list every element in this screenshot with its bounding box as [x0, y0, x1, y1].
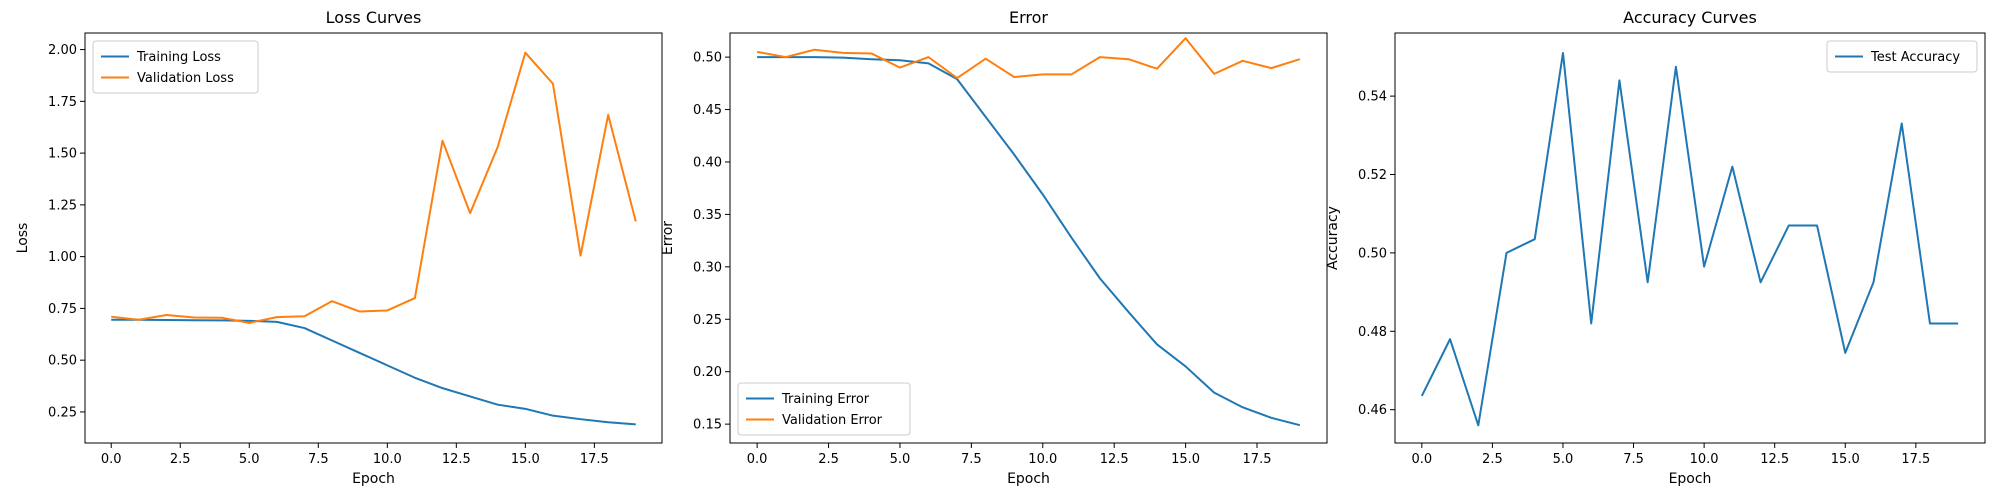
x-tick-label: 15.0	[511, 452, 540, 467]
x-tick-label: 15.0	[1831, 452, 1860, 467]
y-tick-label: 0.52	[1358, 168, 1387, 183]
x-tick-label: 12.5	[442, 452, 471, 467]
x-tick-label: 2.5	[170, 452, 191, 467]
x-axis-label: Epoch	[352, 471, 395, 487]
x-tick-label: 10.0	[1690, 452, 1719, 467]
chart-panel-3: Accuracy Curves 0.0 2.5 5.0 7.5 10.0 12.5 15.0 1…	[1325, 8, 1986, 487]
legend: Test Accuracy	[1826, 40, 1978, 73]
x-tick-label: 2.5	[818, 452, 839, 467]
x-tick-label: 7.5	[1623, 452, 1644, 467]
x-tick-label: 0.0	[101, 452, 122, 467]
legend: Training Error Validation Error	[737, 382, 911, 436]
y-axis-label: Loss	[15, 223, 31, 254]
y-tick-label: 0.20	[693, 365, 722, 380]
chart-panel-2: Error 0.0 2.5 5.0 7.5 10.0 12.5 15.0 17.5 0.15 0.2…	[660, 8, 1328, 487]
y-tick-label: 0.25	[48, 405, 77, 420]
y-tick-label: 0.75	[48, 302, 77, 317]
chart-title: Accuracy Curves	[1623, 8, 1757, 27]
series-line-validation-error	[756, 37, 1301, 80]
legend: Training Loss Validation Loss	[92, 40, 259, 94]
series-line-training-loss	[111, 318, 636, 426]
y-tick-label: 0.48	[1358, 325, 1387, 340]
legend-entry: Training Error	[781, 392, 870, 407]
x-tick-label: 5.0	[1553, 452, 1574, 467]
chart-title: Error	[1009, 8, 1048, 27]
y-axis-label: Accuracy	[1325, 206, 1341, 270]
y-tick-label: 0.50	[48, 354, 77, 369]
x-tick-label: 10.0	[373, 452, 402, 467]
series-line-training-error	[757, 56, 1301, 427]
y-tick-label: 0.40	[693, 155, 722, 170]
x-tick-label: 5.0	[239, 452, 260, 467]
y-tick-label: 0.46	[1358, 403, 1387, 418]
chart-title: Loss Curves	[326, 8, 422, 27]
x-tick-label: 5.0	[890, 452, 911, 467]
legend-entry: Test Accuracy	[1870, 50, 1960, 65]
x-axis-label: Epoch	[1669, 471, 1712, 487]
legend-box	[1826, 40, 1978, 73]
x-tick-label: 12.5	[1100, 452, 1129, 467]
x-tick-label: 10.0	[1028, 452, 1057, 467]
y-tick-label: 0.45	[693, 103, 722, 118]
legend-entry: Validation Error	[782, 413, 883, 428]
x-tick-label: 0.0	[747, 452, 768, 467]
x-tick-label: 12.5	[1760, 452, 1789, 467]
legend-entry: Training Loss	[136, 50, 221, 65]
x-tick-label: 17.5	[1901, 452, 1930, 467]
x-tick-label: 17.5	[580, 452, 609, 467]
plot-frame	[84, 32, 663, 444]
x-axis-label: Epoch	[1007, 471, 1050, 487]
x-tick-label: 0.0	[1411, 452, 1432, 467]
series-line-test-accuracy	[1420, 51, 1959, 427]
legend-box	[737, 382, 911, 436]
x-tick-label: 2.5	[1482, 452, 1503, 467]
y-tick-label: 0.50	[1358, 246, 1387, 261]
y-tick-label: 1.75	[48, 95, 77, 110]
y-tick-label: 0.15	[693, 418, 722, 433]
chart-panel-1: Loss Curves 0.0 2.5 5.0 7.5 10.0 12.5 15.0 17.5 0…	[15, 8, 663, 487]
x-tick-label: 15.0	[1171, 452, 1200, 467]
x-tick-label: 7.5	[961, 452, 982, 467]
y-tick-label: 1.25	[48, 198, 77, 213]
y-axis-label: Error	[660, 221, 676, 255]
y-tick-label: 0.30	[693, 260, 722, 275]
x-tick-label: 7.5	[308, 452, 329, 467]
y-tick-label: 1.00	[48, 250, 77, 265]
y-tick-label: 0.25	[693, 313, 722, 328]
y-tick-label: 0.54	[1358, 90, 1387, 105]
y-tick-label: 0.35	[693, 208, 722, 223]
series-line-validation-loss	[111, 51, 637, 324]
x-tick-label: 17.5	[1243, 452, 1272, 467]
plot-frame	[1394, 32, 1986, 444]
plot-frame	[729, 32, 1328, 444]
legend-box	[92, 40, 259, 94]
y-tick-label: 0.50	[693, 51, 722, 66]
legend-entry: Validation Loss	[137, 71, 234, 86]
y-tick-label: 1.50	[48, 147, 77, 162]
y-tick-label: 2.00	[48, 43, 77, 58]
